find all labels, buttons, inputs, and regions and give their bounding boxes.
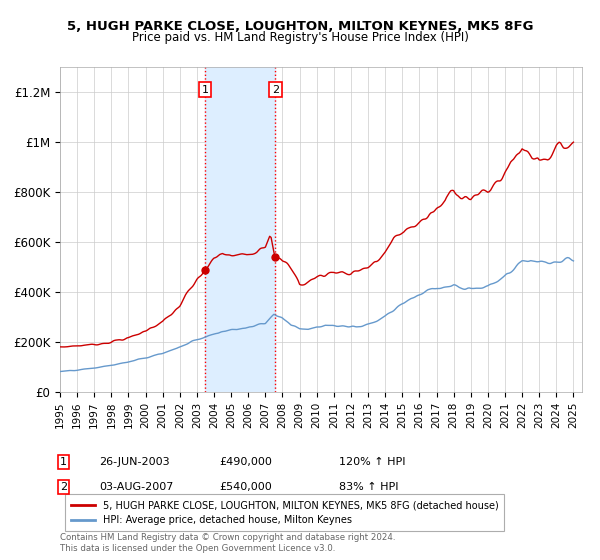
Text: Contains HM Land Registry data © Crown copyright and database right 2024.
This d: Contains HM Land Registry data © Crown c… — [60, 533, 395, 553]
Text: Price paid vs. HM Land Registry's House Price Index (HPI): Price paid vs. HM Land Registry's House … — [131, 31, 469, 44]
Text: 83% ↑ HPI: 83% ↑ HPI — [339, 482, 398, 492]
Text: £540,000: £540,000 — [219, 482, 272, 492]
Text: 1: 1 — [60, 457, 67, 467]
Text: £490,000: £490,000 — [219, 457, 272, 467]
Bar — [205, 67, 275, 392]
Text: 1: 1 — [202, 85, 209, 95]
Text: 120% ↑ HPI: 120% ↑ HPI — [339, 457, 406, 467]
Text: 03-AUG-2007: 03-AUG-2007 — [99, 482, 173, 492]
Text: 5, HUGH PARKE CLOSE, LOUGHTON, MILTON KEYNES, MK5 8FG: 5, HUGH PARKE CLOSE, LOUGHTON, MILTON KE… — [67, 20, 533, 32]
Text: 2: 2 — [272, 85, 279, 95]
Text: 26-JUN-2003: 26-JUN-2003 — [99, 457, 170, 467]
Legend: 5, HUGH PARKE CLOSE, LOUGHTON, MILTON KEYNES, MK5 8FG (detached house), HPI: Ave: 5, HUGH PARKE CLOSE, LOUGHTON, MILTON KE… — [65, 494, 505, 531]
Text: 2: 2 — [60, 482, 67, 492]
